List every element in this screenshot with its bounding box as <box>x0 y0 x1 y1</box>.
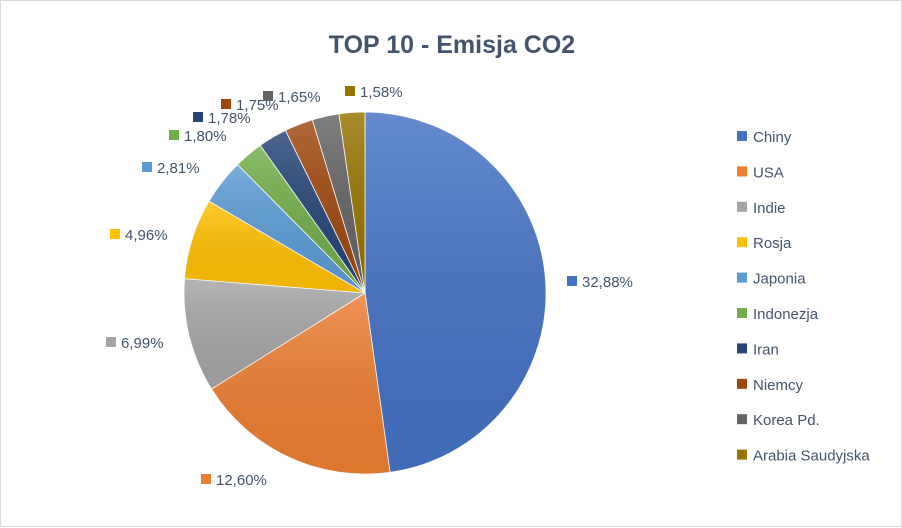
pie-slice-chiny <box>364 111 547 473</box>
legend-item: Chiny <box>737 129 792 146</box>
legend-marker <box>737 131 747 141</box>
data-label: 6,99% <box>121 335 164 352</box>
legend-item: Rosja <box>737 235 792 252</box>
legend-label: USA <box>753 164 784 181</box>
legend-marker <box>737 414 747 425</box>
data-label-marker <box>221 99 231 109</box>
legend-marker <box>737 308 747 318</box>
legend-marker <box>737 237 747 248</box>
data-label: 2,81% <box>157 160 200 177</box>
data-label-marker <box>110 229 120 239</box>
legend-item: Indonezja <box>737 306 819 323</box>
data-label-marker <box>142 162 152 172</box>
legend-label: Niemcy <box>753 377 804 394</box>
data-label: 1,78% <box>208 110 251 127</box>
legend-label: Korea Pd. <box>753 412 820 429</box>
data-label: 1,80% <box>184 128 227 145</box>
legend-marker <box>737 378 747 389</box>
legend-item: USA <box>737 164 784 181</box>
legend-label: Iran <box>753 341 779 358</box>
legend-marker <box>737 343 747 354</box>
legend-label: Rosja <box>753 235 792 252</box>
legend-item: Korea Pd. <box>737 412 820 429</box>
legend-marker <box>737 166 747 177</box>
data-label-marker <box>201 474 211 484</box>
legend-label: Chiny <box>753 129 792 146</box>
data-label-marker <box>106 337 116 347</box>
legend-item: Arabia Saudyjska <box>737 448 870 465</box>
data-label-marker <box>567 276 577 286</box>
data-label: 4,96% <box>125 227 168 244</box>
legend-marker <box>737 449 747 460</box>
legend-item: Niemcy <box>737 377 804 394</box>
chart-title: TOP 10 - Emisja CO2 <box>329 31 575 59</box>
data-label: 1,58% <box>360 84 403 101</box>
data-label: 1,65% <box>278 89 321 106</box>
data-label: 32,88% <box>582 274 633 291</box>
data-label: 12,60% <box>216 472 267 489</box>
data-label-marker <box>193 112 203 122</box>
data-label-marker <box>263 91 273 101</box>
legend-marker <box>737 201 747 212</box>
legend-label: Indie <box>753 200 786 217</box>
legend-label: Japonia <box>753 271 806 288</box>
legend-item: Iran <box>737 341 779 358</box>
data-label-marker <box>345 86 355 96</box>
legend-item: Japonia <box>737 271 806 288</box>
legend-label: Arabia Saudyjska <box>753 448 870 465</box>
legend-label: Indonezja <box>753 306 819 323</box>
data-label-marker <box>169 130 179 140</box>
legend-item: Indie <box>737 200 786 217</box>
legend-marker <box>737 272 747 283</box>
data-label: 1,75% <box>236 97 279 114</box>
